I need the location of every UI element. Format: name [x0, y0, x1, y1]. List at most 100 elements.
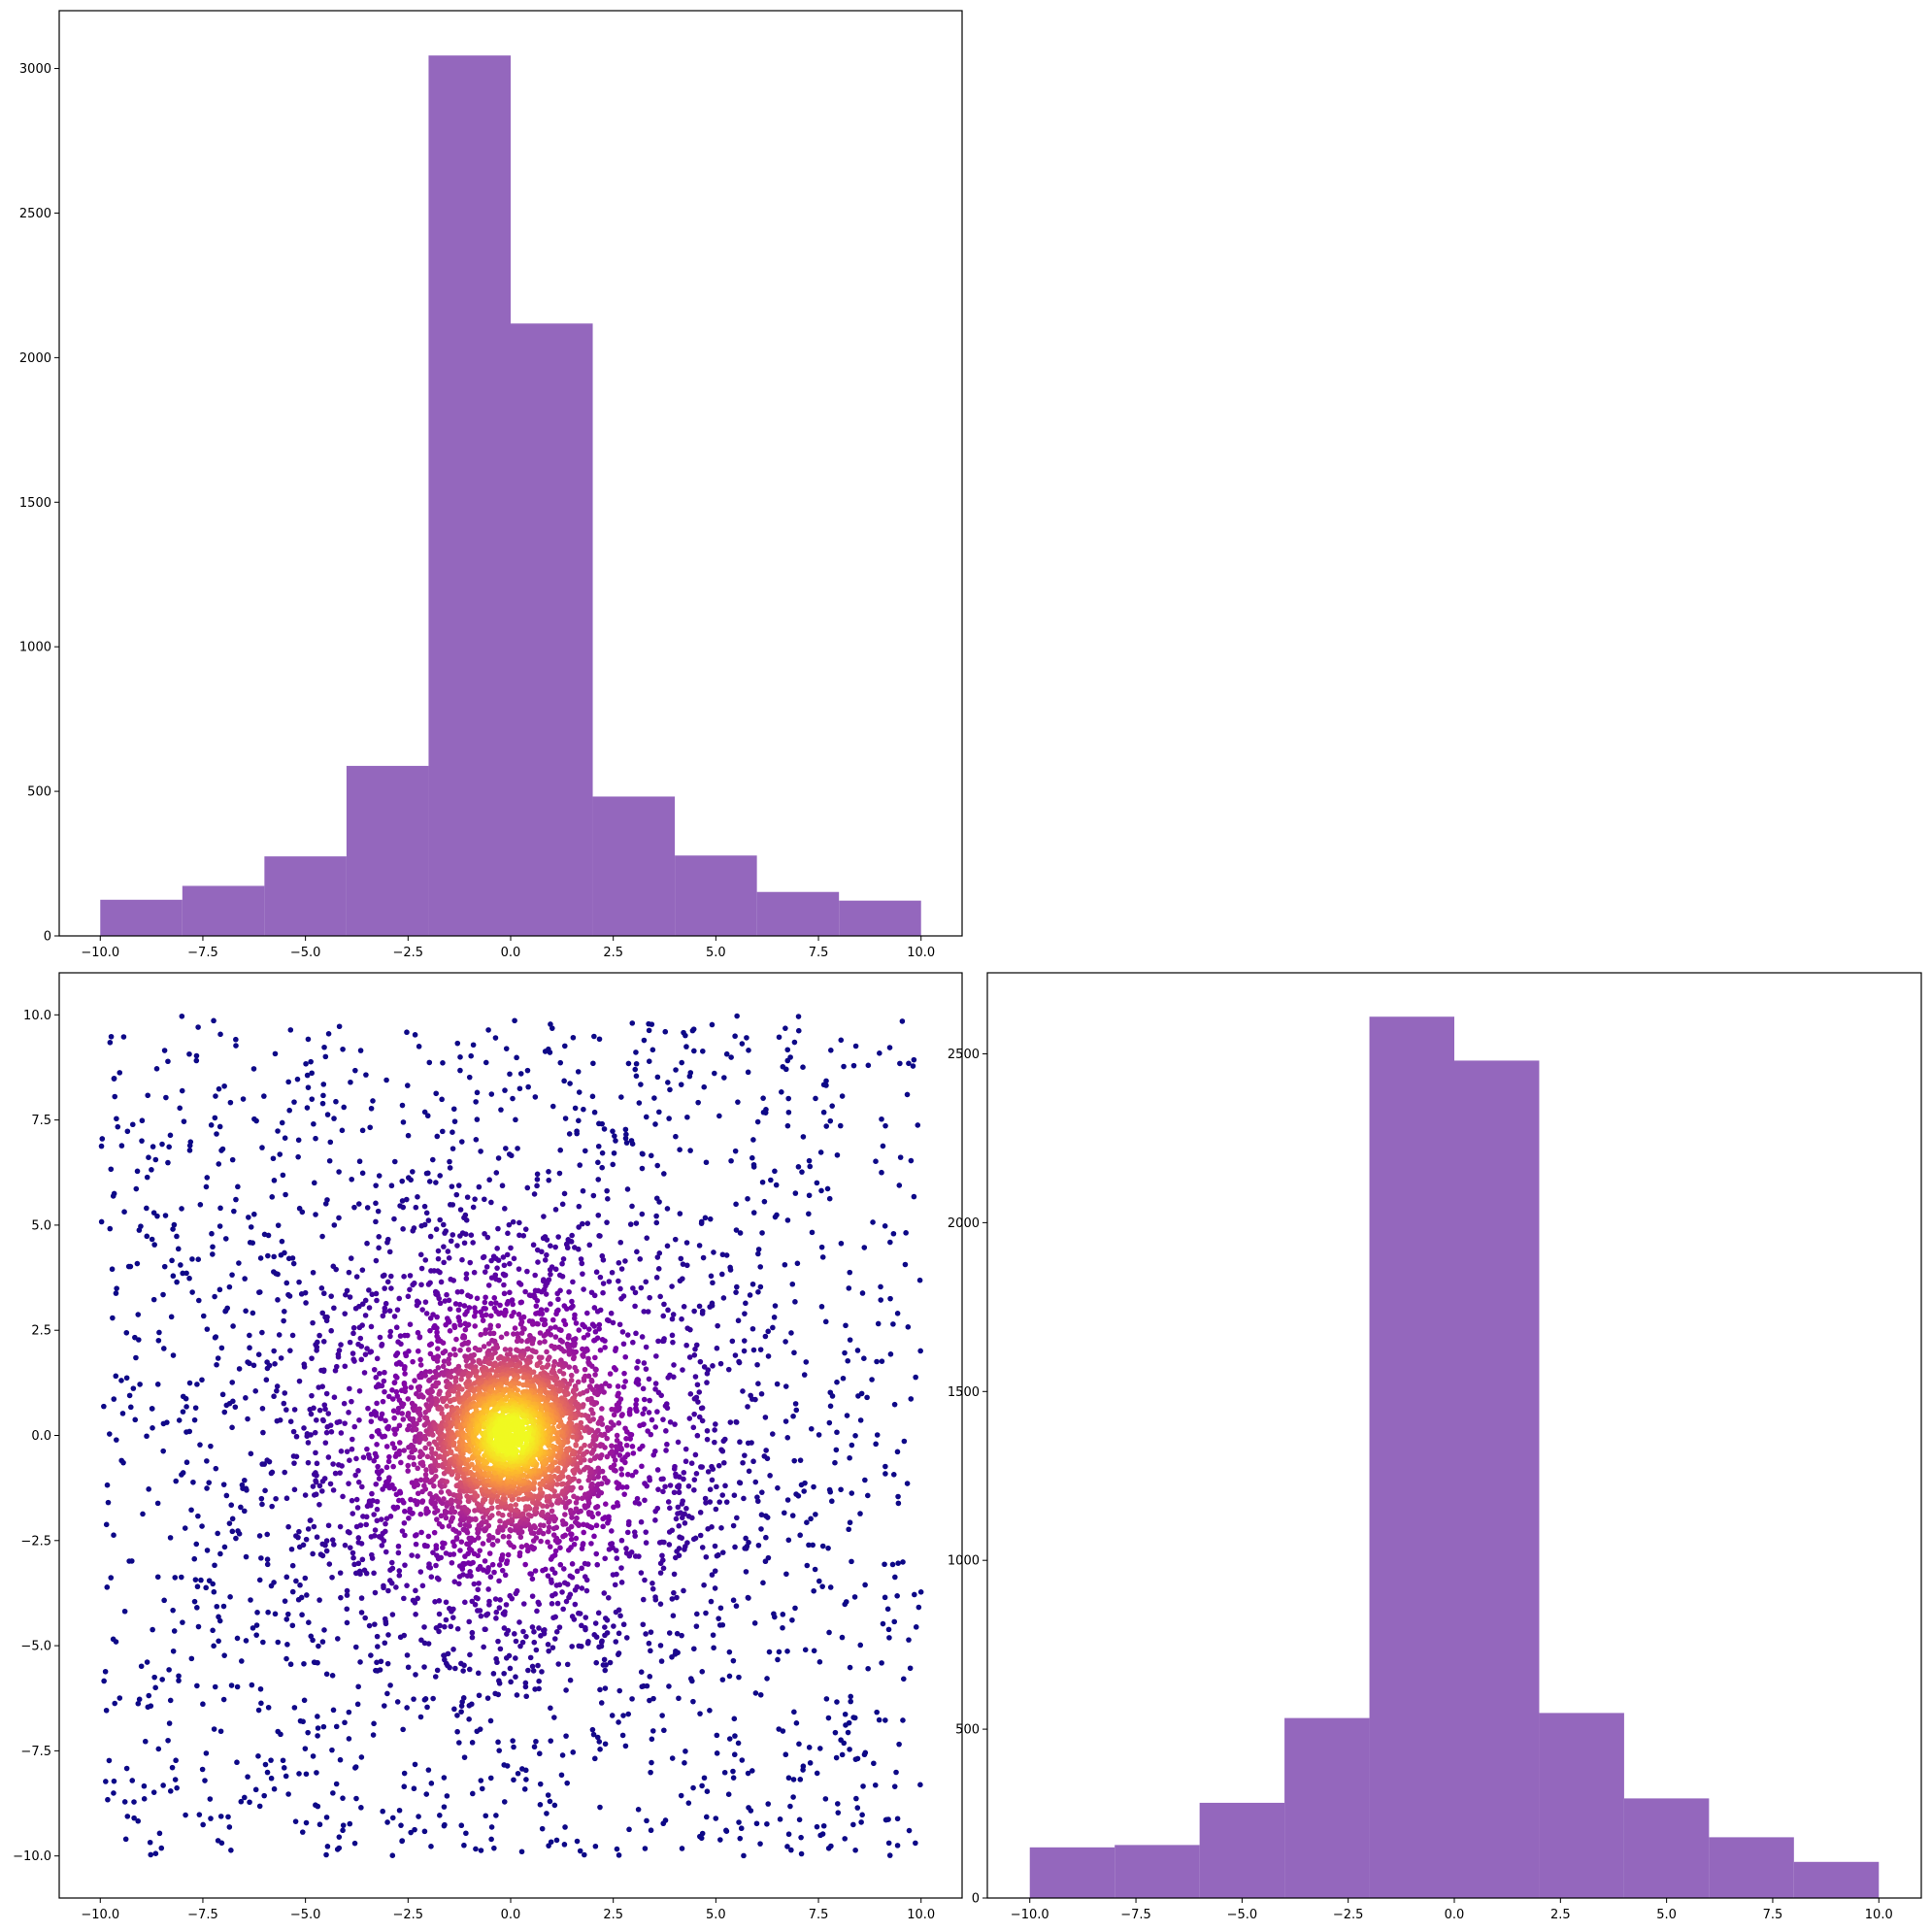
scatter-point — [559, 1339, 565, 1345]
scatter-point — [650, 1695, 656, 1702]
scatter-point — [279, 1119, 285, 1126]
scatter-point — [491, 1295, 498, 1301]
scatter-point — [111, 1076, 117, 1082]
scatter-point — [731, 1751, 738, 1758]
scatter-point — [582, 1456, 587, 1463]
scatter-point — [678, 1792, 684, 1799]
scatter-point — [479, 1313, 485, 1319]
scatter-point — [477, 1726, 483, 1732]
scatter-point — [346, 1410, 351, 1416]
scatter-point — [328, 1327, 334, 1334]
scatter-point — [633, 1407, 639, 1413]
scatter-point — [299, 1209, 306, 1216]
scatter-point — [275, 1728, 282, 1735]
scatter-point — [326, 1157, 333, 1164]
scatter-point — [602, 1616, 609, 1621]
scatter-point — [710, 1632, 716, 1638]
scatter-point — [193, 1541, 200, 1548]
scatter-point — [685, 1800, 692, 1806]
scatter-point — [416, 1814, 421, 1819]
scatter-point — [665, 1080, 671, 1085]
scatter-point — [618, 1537, 625, 1544]
scatter-point — [916, 1277, 923, 1283]
scatter-point — [818, 1304, 825, 1310]
scatter-point — [425, 1282, 432, 1287]
scatter-point — [568, 1372, 575, 1379]
scatter-point — [671, 1362, 677, 1368]
scatter-point — [622, 1379, 628, 1384]
scatter-point — [857, 1417, 864, 1423]
scatter-point — [231, 1208, 237, 1215]
scatter-point — [284, 1611, 291, 1617]
scatter-point — [797, 1532, 803, 1539]
scatter-point — [223, 1492, 230, 1499]
scatter-point — [325, 1411, 332, 1416]
scatter-point — [441, 1244, 447, 1249]
scatter-point — [271, 1580, 277, 1585]
scatter-point — [670, 1339, 676, 1346]
scatter-point — [718, 1525, 724, 1531]
scatter-point — [227, 1099, 234, 1106]
scatter-point — [476, 1692, 483, 1699]
scatter-point — [553, 1582, 560, 1588]
scatter-point — [417, 1413, 423, 1418]
scatter-point — [818, 1187, 824, 1194]
scatter-point — [417, 1511, 424, 1517]
scatter-point — [124, 1128, 131, 1135]
scatter-point — [618, 1472, 625, 1478]
scatter-point — [430, 1695, 436, 1702]
scatter-point — [162, 1213, 169, 1218]
scatter-point — [431, 1482, 437, 1489]
scatter-point — [785, 1537, 792, 1544]
scatter-point — [425, 1217, 432, 1223]
scatter-point — [265, 1252, 271, 1259]
scatter-point — [675, 1439, 682, 1446]
scatter-point — [608, 1541, 614, 1548]
scatter-point — [399, 1178, 406, 1184]
scatter-point — [118, 1143, 125, 1149]
scatter-point — [533, 1535, 540, 1541]
scatter-point — [601, 1656, 608, 1663]
scatter-point — [512, 1017, 517, 1024]
scatter-point — [357, 1522, 364, 1528]
scatter-point — [344, 1287, 350, 1294]
scatter-point — [421, 1664, 427, 1670]
scatter-point — [500, 1533, 507, 1540]
scatter-point — [507, 1347, 514, 1352]
scatter-point — [174, 1233, 180, 1240]
scatter-point — [654, 1254, 661, 1260]
scatter-point — [660, 1313, 667, 1319]
scatter-point — [331, 1305, 337, 1312]
scatter-point — [782, 1383, 789, 1389]
scatter-point — [537, 1311, 543, 1316]
scatter-point — [296, 1528, 302, 1535]
scatter-point — [447, 1328, 453, 1334]
scatter-point — [502, 1206, 508, 1212]
scatter-point — [572, 1601, 579, 1608]
scatter-point — [594, 1561, 601, 1568]
scatter-point — [457, 1067, 463, 1074]
scatter-point — [428, 1401, 435, 1407]
scatter-point — [548, 1705, 553, 1712]
scatter-point — [240, 1096, 247, 1102]
scatter-point — [465, 1347, 472, 1352]
scatter-point — [894, 1311, 901, 1316]
scatter-point — [651, 1095, 657, 1101]
scatter-point — [728, 1157, 734, 1164]
scatter-point — [336, 1215, 342, 1221]
scatter-point — [632, 1499, 639, 1506]
top-left-y-tick-label: 500 — [27, 785, 51, 800]
scatter-point — [633, 1397, 640, 1403]
scatter-point — [552, 1244, 558, 1250]
scatter-point — [573, 1320, 580, 1326]
scatter-point — [291, 1460, 297, 1466]
scatter-point — [366, 1455, 373, 1461]
scatter-point — [606, 1547, 613, 1552]
scatter-point — [880, 1620, 886, 1627]
scatter-point — [483, 1813, 489, 1819]
scatter-point — [471, 1313, 478, 1319]
scatter-point — [539, 1825, 546, 1832]
scatter-point — [527, 1654, 534, 1661]
scatter-point — [436, 1391, 442, 1397]
scatter-point — [576, 1643, 583, 1649]
